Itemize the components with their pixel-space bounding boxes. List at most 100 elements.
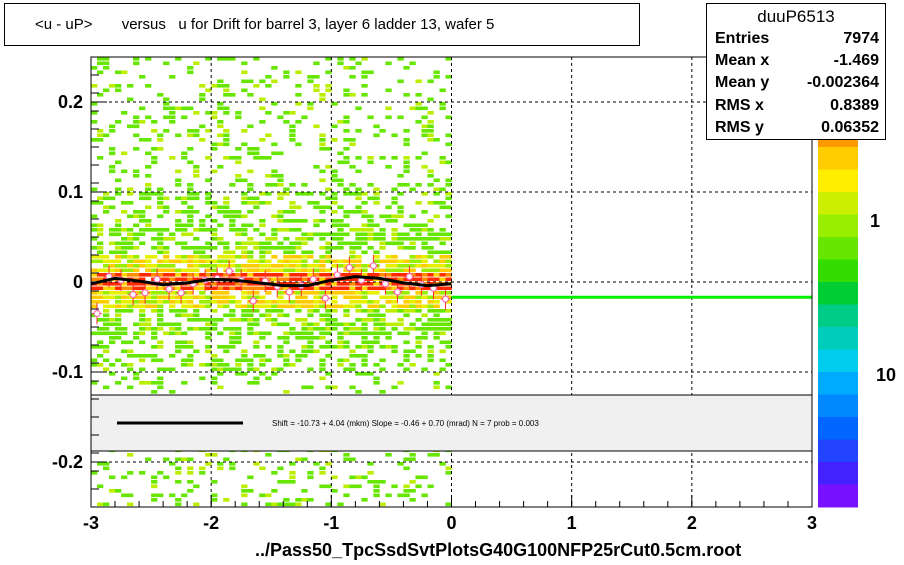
heatmap-cell	[187, 340, 194, 345]
heatmap-cell	[205, 214, 212, 219]
heatmap-cell	[283, 255, 290, 259]
heatmap-cell	[121, 376, 128, 381]
heatmap-cell	[259, 138, 266, 142]
heatmap-cell	[367, 340, 374, 345]
heatmap-cell	[277, 174, 284, 178]
heatmap-cell	[349, 241, 356, 246]
heatmap-cell	[349, 75, 356, 79]
heatmap-cell	[259, 232, 266, 237]
heatmap-cell	[289, 480, 296, 484]
heatmap-cell	[181, 228, 188, 232]
heatmap-cell	[367, 228, 374, 232]
heatmap-cell	[355, 255, 362, 259]
heatmap-cell	[313, 304, 320, 309]
heatmap-cell	[313, 322, 320, 327]
heatmap-cell	[385, 264, 392, 268]
heatmap-cell	[445, 273, 452, 277]
heatmap-cell	[397, 309, 404, 313]
heatmap-cell	[391, 228, 398, 232]
heatmap-cell	[331, 322, 338, 327]
heatmap-cell	[385, 331, 392, 336]
heatmap-cell	[97, 363, 104, 367]
heatmap-cell	[295, 205, 302, 210]
heatmap-cell	[205, 201, 212, 205]
heatmap-cell	[265, 250, 272, 255]
heatmap-cell	[121, 300, 128, 304]
heatmap-cell	[127, 304, 134, 309]
heatmap-cell	[205, 156, 212, 160]
heatmap-cell	[289, 462, 296, 466]
heatmap-cell	[343, 88, 350, 93]
heatmap-cell	[115, 223, 122, 228]
heatmap-cell	[325, 259, 332, 264]
heatmap-cell	[211, 205, 218, 210]
heatmap-cell	[97, 277, 104, 282]
heatmap-cell	[337, 205, 344, 210]
heatmap-cell	[169, 304, 176, 309]
heatmap-cell	[331, 192, 338, 196]
heatmap-cell	[271, 237, 278, 241]
heatmap-cell	[439, 259, 446, 264]
heatmap-cell	[157, 291, 164, 295]
heatmap-cell	[169, 120, 176, 124]
heatmap-cell	[313, 232, 320, 237]
heatmap-cell	[223, 142, 230, 147]
heatmap-cell	[283, 250, 290, 255]
heatmap-cell	[319, 268, 326, 273]
heatmap-cell	[241, 129, 248, 133]
heatmap-cell	[163, 277, 170, 282]
heatmap-cell	[199, 273, 206, 277]
heatmap-cell	[361, 241, 368, 246]
heatmap-cell	[133, 120, 140, 124]
heatmap-cell	[91, 228, 98, 232]
heatmap-cell	[313, 273, 320, 277]
heatmap-cell	[355, 61, 362, 66]
heatmap-cell	[229, 183, 236, 187]
heatmap-cell	[157, 304, 164, 309]
heatmap-cell	[97, 255, 104, 259]
heatmap-cell	[139, 354, 146, 358]
heatmap-cell	[211, 300, 218, 304]
heatmap-cell	[379, 237, 386, 241]
heatmap-cell	[397, 57, 404, 61]
heatmap-cell	[235, 358, 242, 363]
heatmap-cell	[349, 259, 356, 264]
heatmap-cell	[151, 120, 158, 124]
heatmap-cell	[163, 322, 170, 327]
heatmap-cell	[115, 336, 122, 340]
heatmap-cell	[145, 187, 152, 192]
heatmap-cell	[133, 264, 140, 268]
heatmap-cell	[241, 70, 248, 75]
heatmap-cell	[229, 264, 236, 268]
heatmap-cell	[295, 120, 302, 124]
heatmap-cell	[247, 147, 254, 151]
heatmap-cell	[361, 331, 368, 336]
heatmap-cell	[115, 192, 122, 196]
heatmap-cell	[181, 313, 188, 318]
heatmap-cell	[433, 232, 440, 237]
heatmap-cell	[97, 246, 104, 250]
heatmap-cell	[169, 111, 176, 115]
heatmap-cell	[319, 273, 326, 277]
heatmap-cell	[277, 322, 284, 327]
heatmap-cell	[319, 304, 326, 309]
heatmap-cell	[175, 480, 182, 484]
heatmap-cell	[211, 318, 218, 322]
heatmap-cell	[433, 214, 440, 219]
heatmap-cell	[157, 385, 164, 390]
heatmap-cell	[385, 493, 392, 498]
heatmap-cell	[109, 295, 116, 300]
profile-point	[249, 297, 257, 305]
heatmap-cell	[325, 313, 332, 318]
heatmap-cell	[331, 196, 338, 201]
heatmap-cell	[307, 385, 314, 390]
heatmap-cell	[319, 327, 326, 331]
heatmap-cell	[301, 255, 308, 259]
heatmap-cell	[295, 273, 302, 277]
heatmap-cell	[427, 354, 434, 358]
heatmap-cell	[313, 300, 320, 304]
heatmap-cell	[229, 327, 236, 331]
heatmap-cell	[247, 237, 254, 241]
heatmap-cell	[349, 327, 356, 331]
heatmap-cell	[181, 255, 188, 259]
